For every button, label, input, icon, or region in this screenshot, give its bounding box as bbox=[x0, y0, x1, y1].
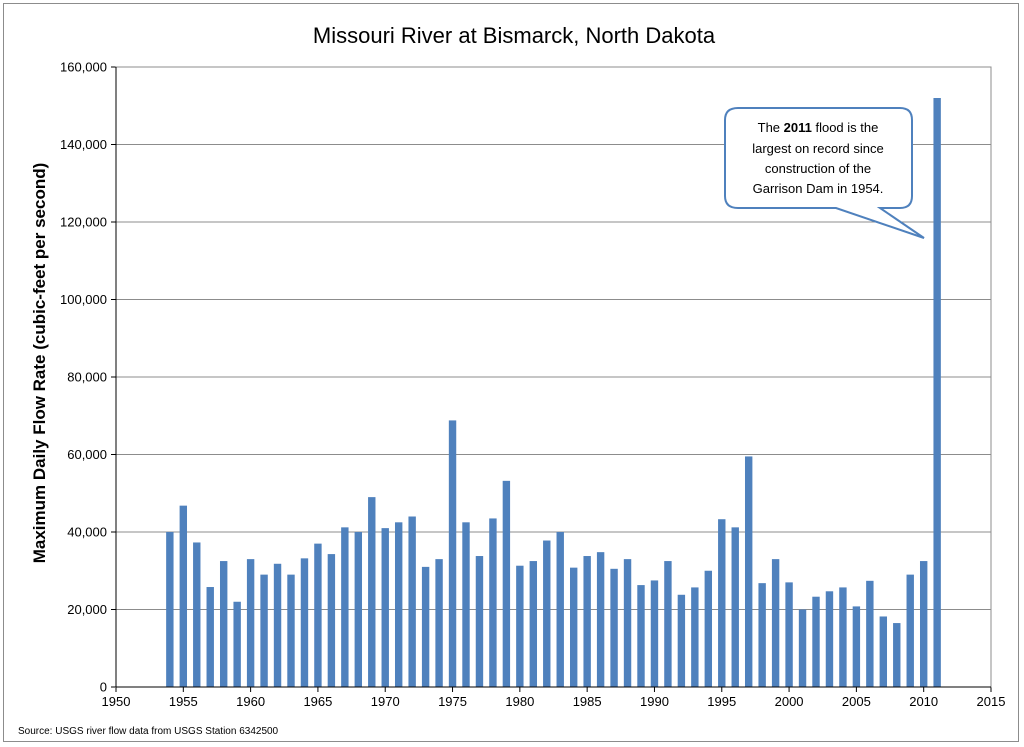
y-tick-label: 60,000 bbox=[67, 447, 107, 462]
x-tick-label: 2015 bbox=[977, 694, 1006, 709]
bar-1956 bbox=[193, 542, 201, 687]
bar-2006 bbox=[866, 580, 874, 687]
bar-1995 bbox=[718, 519, 726, 687]
source-note: Source: USGS river flow data from USGS S… bbox=[18, 726, 279, 737]
x-tick-label: 1975 bbox=[438, 694, 467, 709]
bar-1965 bbox=[314, 543, 322, 687]
bar-1990 bbox=[650, 580, 659, 687]
bar-1986 bbox=[596, 552, 605, 687]
x-tick-label: 1985 bbox=[573, 694, 602, 709]
bar-1970 bbox=[381, 528, 389, 687]
bar-2010 bbox=[919, 561, 928, 687]
bar-1985 bbox=[583, 556, 591, 687]
x-tick-label: 2010 bbox=[909, 694, 938, 709]
bar-2000 bbox=[785, 582, 793, 687]
bar-1977 bbox=[475, 556, 484, 687]
y-tick-label: 40,000 bbox=[67, 525, 107, 540]
bar-2004 bbox=[839, 587, 847, 687]
y-tick-labels: 0 20,000 40,000 60,000 80,000 100,000 120,000 1… bbox=[60, 60, 107, 695]
x-tick-label: 1980 bbox=[505, 694, 534, 709]
y-tick-label: 120,000 bbox=[60, 215, 107, 230]
x-tick-label: 1970 bbox=[371, 694, 400, 709]
bar-1994 bbox=[704, 570, 713, 687]
y-tick-label: 80,000 bbox=[67, 370, 107, 385]
bar-1957 bbox=[206, 587, 214, 687]
bar-1997 bbox=[744, 456, 753, 687]
x-tick-label: 2000 bbox=[775, 694, 804, 709]
x-tick-labels: 1950 1955 1960 1965 1970 1975 1980 1985 1990 1995… bbox=[102, 694, 1006, 709]
bar-1975 bbox=[448, 420, 457, 687]
y-tick-label: 160,000 bbox=[60, 60, 107, 75]
bar-1974 bbox=[435, 559, 443, 687]
bar-1984 bbox=[569, 567, 578, 687]
bar-2002 bbox=[812, 596, 820, 687]
bar-1969 bbox=[368, 497, 376, 687]
callout-line-4: Garrison Dam in 1954. bbox=[753, 181, 884, 196]
bar-1966 bbox=[327, 554, 336, 687]
bar-1976 bbox=[462, 522, 470, 687]
bar-1959 bbox=[233, 601, 241, 687]
bar-1999 bbox=[771, 559, 780, 687]
y-tick-label: 140,000 bbox=[60, 137, 107, 152]
bar-1978 bbox=[489, 518, 497, 687]
y-tick-label: 100,000 bbox=[60, 292, 107, 307]
bar-2011 bbox=[933, 98, 941, 687]
chart-title: Missouri River at Bismarck, North Dakota bbox=[313, 23, 716, 48]
bar-1955 bbox=[179, 505, 188, 687]
x-tick-label: 1995 bbox=[707, 694, 736, 709]
bar-1991 bbox=[664, 561, 672, 687]
bar-2003 bbox=[825, 591, 834, 687]
x-tick-label: 1990 bbox=[640, 694, 669, 709]
x-tick-label: 1960 bbox=[236, 694, 265, 709]
bar-1983 bbox=[556, 532, 564, 687]
bar-1973 bbox=[421, 566, 430, 687]
bar-1987 bbox=[610, 568, 618, 687]
y-tick-label: 20,000 bbox=[67, 602, 107, 617]
bar-1998 bbox=[758, 583, 766, 687]
bar-1962 bbox=[273, 563, 282, 687]
bar-1972 bbox=[408, 516, 416, 687]
bar-1996 bbox=[731, 527, 739, 687]
y-tick-label: 0 bbox=[100, 680, 107, 695]
callout-line-1: The 2011 flood is the bbox=[758, 120, 879, 135]
bar-1979 bbox=[502, 480, 511, 687]
bar-1963 bbox=[287, 574, 295, 687]
bar-2008 bbox=[893, 623, 901, 687]
bar-1954 bbox=[166, 532, 174, 687]
bar-1960 bbox=[246, 559, 255, 687]
bar-1961 bbox=[260, 574, 268, 687]
bar-1982 bbox=[543, 540, 551, 687]
bar-2005 bbox=[852, 606, 861, 687]
bar-1992 bbox=[677, 594, 686, 687]
y-axis-label: Maximum Daily Flow Rate (cubic-feet per … bbox=[30, 163, 49, 564]
x-tick-label: 1955 bbox=[169, 694, 198, 709]
bar-1981 bbox=[529, 561, 538, 687]
bar-2001 bbox=[798, 609, 807, 687]
bar-1968 bbox=[354, 532, 363, 687]
bar-1989 bbox=[637, 585, 645, 687]
bar-1993 bbox=[691, 587, 699, 687]
callout-bubble bbox=[724, 107, 925, 239]
bar-1958 bbox=[219, 561, 228, 687]
bar-2007 bbox=[879, 616, 888, 687]
x-tick-label: 1965 bbox=[303, 694, 332, 709]
bars bbox=[166, 98, 941, 687]
bar-1967 bbox=[341, 527, 349, 687]
x-tick-label: 2005 bbox=[842, 694, 871, 709]
axes bbox=[115, 66, 992, 688]
callout-line-3: construction of the bbox=[765, 161, 871, 176]
x-tick-label: 1950 bbox=[102, 694, 131, 709]
callout-line-2: largest on record since bbox=[752, 141, 884, 156]
bar-1971 bbox=[394, 522, 403, 687]
bar-1980 bbox=[516, 565, 524, 687]
bar-1988 bbox=[623, 559, 632, 687]
annotation-callout: The 2011 flood is the largest on record … bbox=[724, 107, 925, 239]
bar-2009 bbox=[906, 574, 914, 687]
bar-1964 bbox=[300, 558, 309, 687]
